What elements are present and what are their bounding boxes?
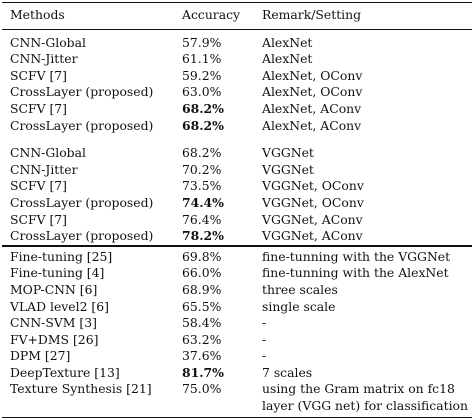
table-row: FV+DMS [26] 63.2% -	[2, 332, 472, 349]
remark-cell: AlexNet, AConv	[262, 100, 362, 116]
accuracy-cell: 74.4%	[182, 194, 224, 210]
method-cell: CNN-Jitter	[10, 161, 78, 177]
method-cell: SCFV [7]	[10, 67, 68, 83]
remark-cell: -	[262, 315, 267, 331]
table-body: CNN-Global 57.9% AlexNet CNN-Jitter 61.1% Ale…	[2, 29, 472, 418]
method-cell: SCFV [7]	[10, 100, 68, 116]
remark-cell: 7 scales	[262, 364, 313, 380]
group-gap	[2, 134, 472, 145]
table-row: CrossLayer (proposed) 63.0% AlexNet, OConv	[2, 84, 472, 101]
remark-cell: fine-tunning with the VGGNet	[262, 248, 451, 264]
remark-cell: fine-tunning with the AlexNet	[262, 265, 449, 281]
accuracy-cell: 78.2%	[182, 228, 224, 244]
accuracy-cell: 61.1%	[182, 51, 222, 67]
table-row: SCFV [7] 59.2% AlexNet, OConv	[2, 68, 472, 85]
accuracy-cell: 69.8%	[182, 248, 222, 264]
accuracy-cell: 68.2%	[182, 100, 224, 116]
remark-cell: VGGNet, AConv	[262, 211, 363, 227]
group-gap-cell	[2, 134, 472, 145]
table-row: VLAD level2 [6] 65.5% single scale	[2, 299, 472, 316]
accuracy-cell: 37.6%	[182, 348, 222, 364]
accuracy-cell: 68.2%	[182, 145, 222, 161]
method-cell: CNN-Global	[10, 34, 86, 50]
header-remark: Remark/Setting	[254, 2, 472, 30]
remark-cell: AlexNet, OConv	[262, 84, 363, 100]
method-cell: VLAD level2 [6]	[10, 298, 109, 314]
accuracy-cell: 81.7%	[182, 364, 224, 380]
accuracy-cell: 68.9%	[182, 281, 222, 297]
table-row: SCFV [7] 76.4% VGGNet, AConv	[2, 212, 472, 229]
table-row: CNN-Global 57.9% AlexNet	[2, 29, 472, 51]
table-row: CNN-Global 68.2% VGGNet	[2, 145, 472, 162]
table-row: SCFV [7] 73.5% VGGNet, OConv	[2, 178, 472, 195]
header-row: Methods Accuracy Remark/Setting	[2, 2, 472, 30]
table-row: DeepTexture [13] 81.7% 7 scales	[2, 365, 472, 382]
table-row: CrossLayer (proposed) 74.4% VGGNet, OConv	[2, 195, 472, 212]
accuracy-cell: 70.2%	[182, 161, 222, 177]
method-cell: SCFV [7]	[10, 178, 68, 194]
section-divider	[2, 245, 472, 249]
remark-cell: VGGNet, OConv	[262, 194, 364, 210]
table-header: Methods Accuracy Remark/Setting	[2, 2, 472, 30]
remark-cell: AlexNet	[262, 51, 313, 67]
remark-cell: VGGNet	[262, 161, 314, 177]
method-cell: CrossLayer (proposed)	[10, 228, 154, 244]
accuracy-cell: 73.5%	[182, 178, 222, 194]
table-row: DPM [27] 37.6% -	[2, 348, 472, 365]
section-divider-line	[2, 245, 472, 249]
section-divider-line	[2, 244, 472, 247]
method-cell: DeepTexture [13]	[10, 364, 120, 380]
remark-cell: three scales	[262, 281, 338, 297]
accuracy-cell: 66.0%	[182, 265, 222, 281]
accuracy-cell: 58.4%	[182, 315, 222, 331]
remark-cell: VGGNet, OConv	[262, 178, 364, 194]
table-row: CNN-SVM [3] 58.4% -	[2, 315, 472, 332]
table-row: CrossLayer (proposed) 68.2% AlexNet, AConv	[2, 118, 472, 135]
remark-cell: AlexNet, AConv	[262, 117, 362, 133]
header-methods: Methods	[2, 2, 174, 30]
method-cell: CNN-Global	[10, 145, 86, 161]
method-cell: CrossLayer (proposed)	[10, 84, 154, 100]
remark-cell: -	[262, 348, 267, 364]
method-cell: CrossLayer (proposed)	[10, 117, 154, 133]
accuracy-cell: 63.0%	[182, 84, 222, 100]
accuracy-cell: 65.5%	[182, 298, 222, 314]
method-cell: SCFV [7]	[10, 211, 68, 227]
header-accuracy: Accuracy	[174, 2, 254, 30]
accuracy-cell: 63.2%	[182, 331, 222, 347]
table-row: MOP-CNN [6] 68.9% three scales	[2, 282, 472, 299]
remark-cell: VGGNet	[262, 145, 314, 161]
method-cell: CrossLayer (proposed)	[10, 194, 154, 210]
accuracy-cell: 59.2%	[182, 67, 222, 83]
method-cell: MOP-CNN [6]	[10, 281, 98, 297]
accuracy-cell: 76.4%	[182, 211, 222, 227]
remark-cell: -	[262, 331, 267, 347]
table-row: CNN-Jitter 70.2% VGGNet	[2, 162, 472, 179]
table-row: Fine-tuning [25] 69.8% fine-tunning with t…	[2, 249, 472, 266]
remark-cell: VGGNet, AConv	[262, 228, 363, 244]
accuracy-cell: 68.2%	[182, 117, 224, 133]
method-cell: FV+DMS [26]	[10, 331, 99, 347]
table-row: SCFV [7] 68.2% AlexNet, AConv	[2, 101, 472, 118]
accuracy-cell: 57.9%	[182, 34, 222, 50]
remark-cell: AlexNet, OConv	[262, 67, 363, 83]
section-divider	[2, 244, 472, 247]
table-row: CNN-Jitter 61.1% AlexNet	[2, 51, 472, 68]
remark-cell: single scale	[262, 298, 336, 314]
method-cell: CNN-Jitter	[10, 51, 78, 67]
remark-cell: AlexNet	[262, 34, 313, 50]
method-cell: CNN-SVM [3]	[10, 315, 97, 331]
table-row: CrossLayer (proposed) 78.2% VGGNet, AConv	[2, 228, 472, 245]
method-cell: Fine-tuning [25]	[10, 248, 113, 264]
method-cell: DPM [27]	[10, 348, 71, 364]
method-cell: Fine-tuning [4]	[10, 265, 105, 281]
table-row: Fine-tuning [4] 66.0% fine-tunning with th…	[2, 265, 472, 282]
